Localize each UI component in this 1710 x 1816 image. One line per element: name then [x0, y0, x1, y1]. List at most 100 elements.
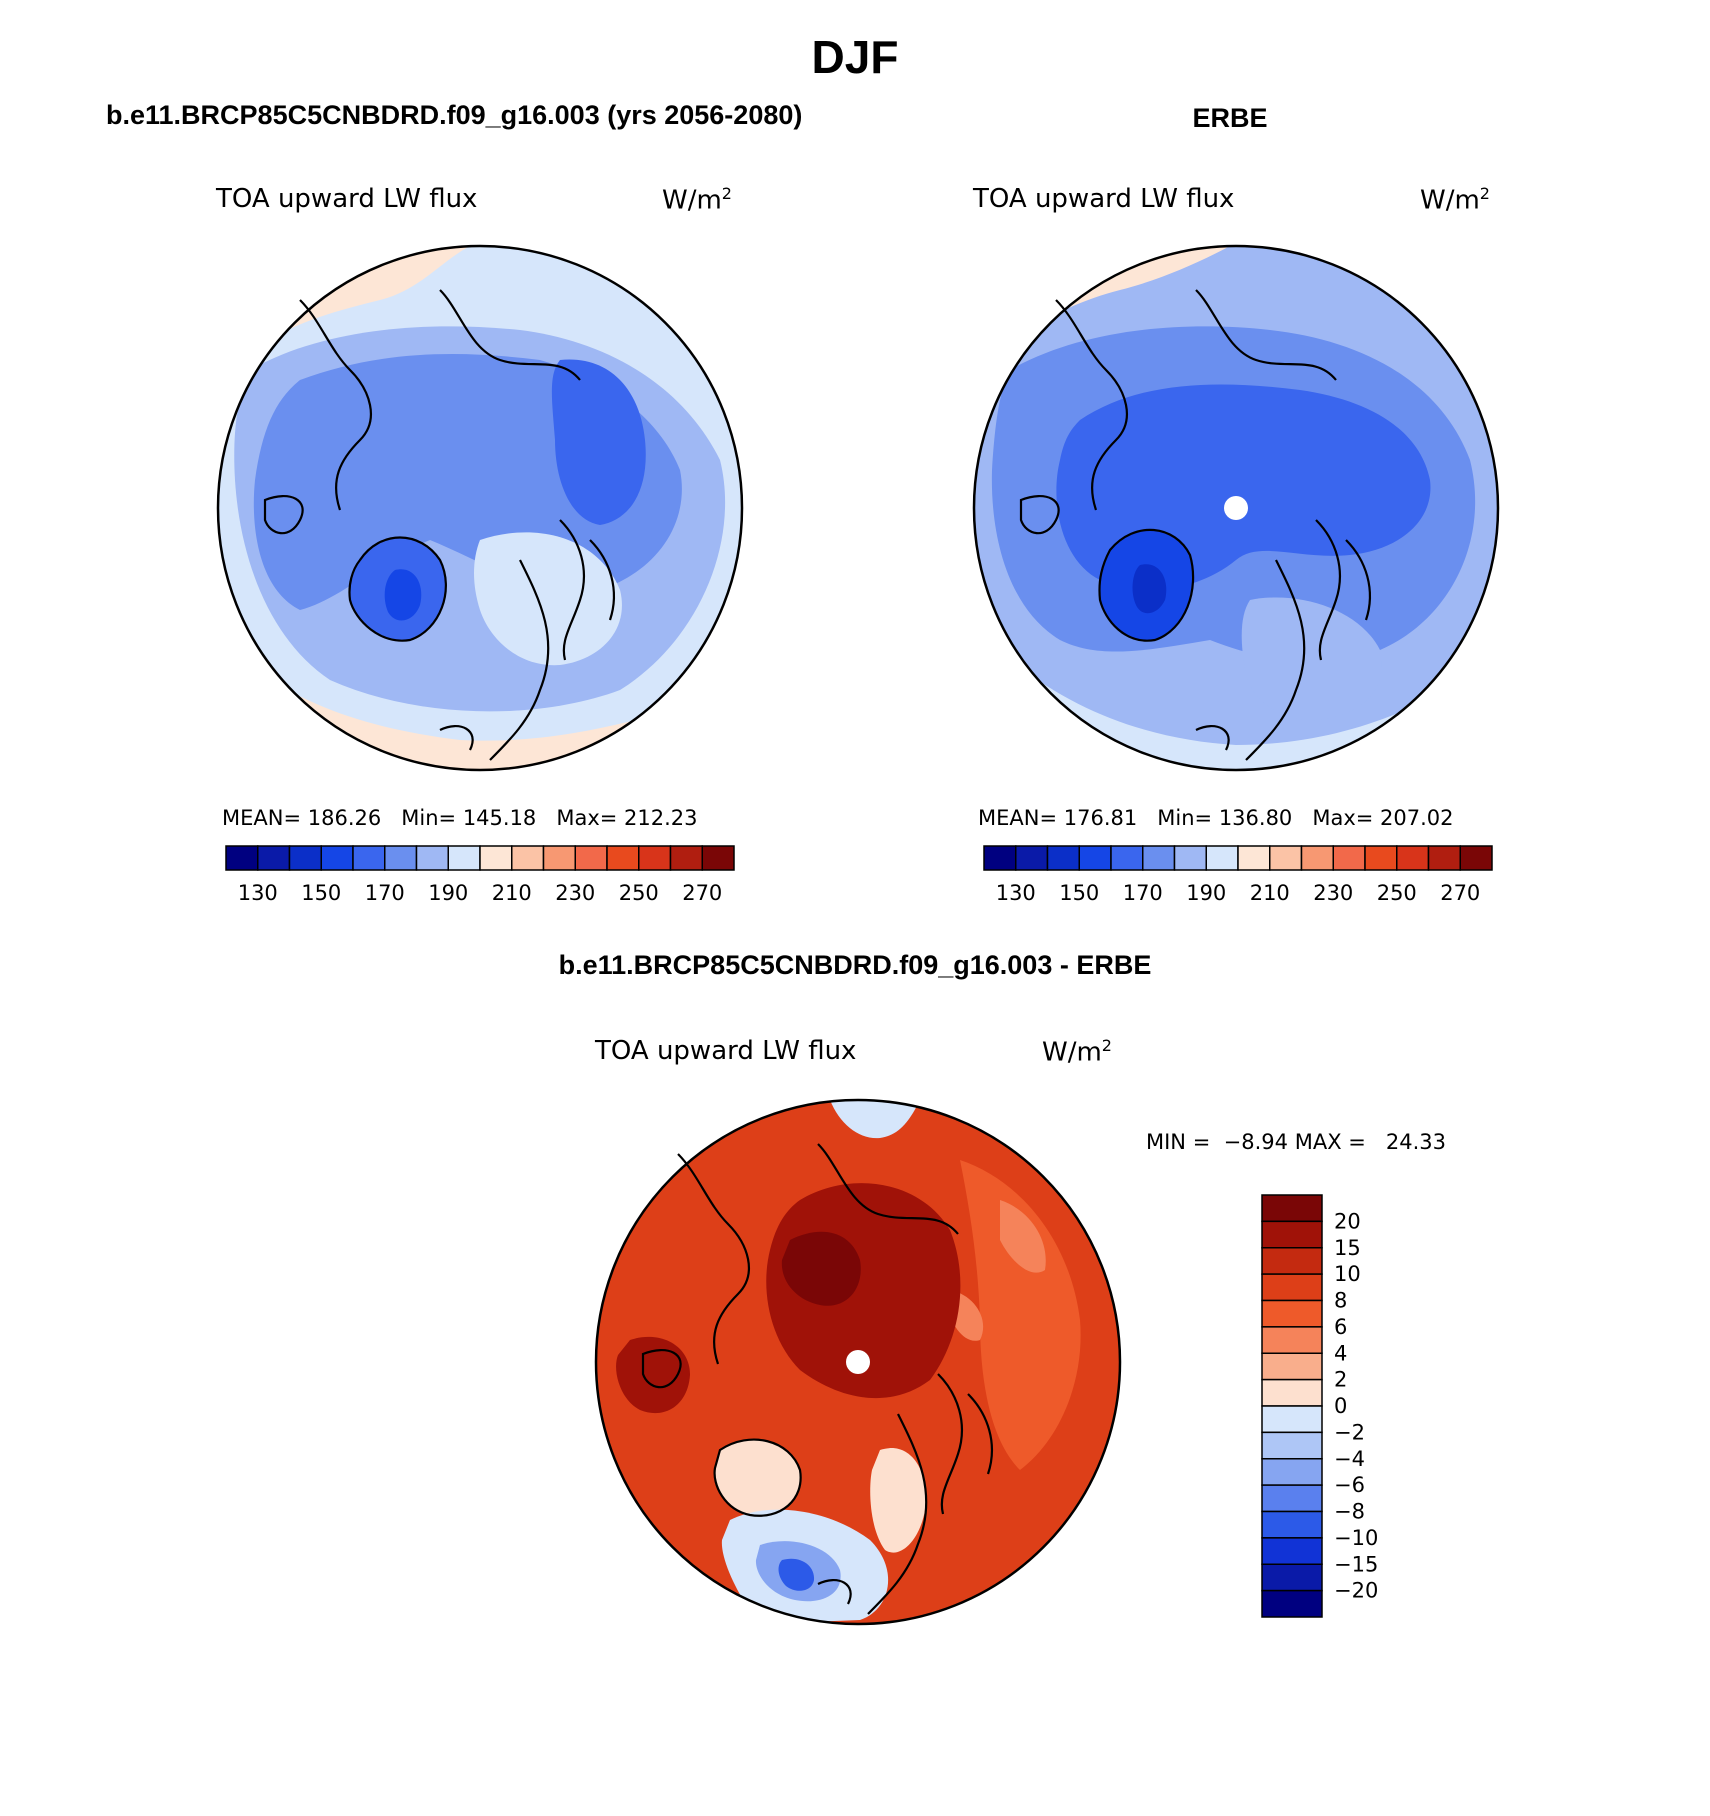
panel1-min-value: 145.18	[462, 806, 537, 830]
colorbar3-swatch	[1261, 1537, 1323, 1565]
map2-region-greenland-core	[1132, 564, 1167, 614]
map3-region-top-pale	[830, 1100, 920, 1139]
map1-border	[216, 244, 744, 772]
panel2-mean-value: 176.81	[1063, 806, 1138, 830]
colorbar2-swatch	[1173, 845, 1207, 871]
map3-border	[594, 1098, 1122, 1626]
map3	[594, 1098, 1122, 1626]
colorbar3-tick-label: −8	[1334, 1500, 1365, 1524]
panel2-title: ERBE	[1192, 103, 1268, 133]
panel1-max-label: Max=	[556, 806, 618, 830]
colorbar1-tick-label: 150	[301, 881, 341, 905]
colorbar2-tick-label: 210	[1250, 881, 1290, 905]
colorbar1-swatch	[638, 845, 672, 871]
map1	[216, 244, 744, 772]
colorbar1-swatch	[384, 845, 418, 871]
panel3-variable-label: TOA upward LW flux	[595, 1036, 857, 1066]
colorbar2-swatch	[1110, 845, 1144, 871]
colorbar3-swatch	[1261, 1326, 1323, 1354]
colorbar2-swatch	[1015, 845, 1049, 871]
map3-region-scandinavia-pale	[870, 1448, 926, 1553]
panel3-max-value: 24.33	[1385, 1130, 1447, 1154]
colorbar1-tick-label: 250	[619, 881, 659, 905]
colorbar3-swatch	[1261, 1247, 1323, 1275]
figure-title: DJF	[811, 31, 899, 83]
colorbar3-tick-label: 15	[1334, 1236, 1361, 1260]
colorbar2-swatch	[1046, 845, 1080, 871]
colorbar2-tick-label: 170	[1123, 881, 1163, 905]
colorbar2-swatch	[1459, 845, 1493, 871]
colorbar2-swatch	[1237, 845, 1271, 871]
colorbar2-tick-label: 250	[1377, 881, 1417, 905]
colorbar3-swatch	[1261, 1563, 1323, 1592]
colorbar2-swatch	[1332, 845, 1366, 871]
panel1-units-label: W/m2	[662, 184, 732, 216]
panel1-stats: MEAN= 186.26 Min= 145.18 Max= 212.23	[222, 806, 698, 830]
colorbar2-tick-label: 270	[1440, 881, 1480, 905]
colorbar3-tick-label: 2	[1334, 1368, 1347, 1392]
colorbar3-tick-label: 10	[1334, 1262, 1361, 1286]
map2-coastlines	[1019, 289, 1371, 761]
colorbar1-swatch	[479, 845, 513, 871]
colorbar3-swatch	[1261, 1431, 1323, 1460]
colorbar1-swatch	[606, 845, 640, 871]
colorbar-1: 130 150 170 190 210 230 250 270	[225, 845, 735, 905]
colorbar1-swatch	[320, 845, 354, 871]
panel3-units-label: W/m2	[1042, 1036, 1112, 1068]
map3-region-greenland-pale	[714, 1439, 801, 1516]
map2-region-atlantic	[1241, 597, 1382, 721]
colorbar2-tick-label: 150	[1059, 881, 1099, 905]
map1-region-greenland-core	[384, 569, 422, 621]
colorbar3-swatch	[1261, 1299, 1323, 1328]
panel3-min-label: MIN =	[1146, 1130, 1211, 1154]
colorbar3-swatch	[1261, 1273, 1323, 1302]
colorbar3-swatch	[1261, 1220, 1323, 1249]
colorbar2-swatch	[983, 845, 1017, 871]
panel2-max-value: 207.02	[1380, 806, 1454, 830]
colorbar3-swatch	[1261, 1484, 1323, 1513]
panel2-variable-label: TOA upward LW flux	[973, 184, 1235, 214]
colorbar3-swatch	[1261, 1352, 1323, 1381]
colorbar1-tick-label: 170	[365, 881, 405, 905]
colorbar3-tick-label: 20	[1334, 1209, 1361, 1233]
panel1-mean-value: 186.26	[307, 806, 382, 830]
panel3-title: b.e11.BRCP85C5CNBDRD.f09_g16.003 - ERBE	[558, 950, 1152, 980]
colorbar1-swatch	[225, 845, 259, 871]
colorbar1-swatch	[669, 845, 703, 871]
colorbar2-swatch	[1142, 845, 1176, 871]
colorbar1-swatch	[542, 845, 576, 871]
colorbar2-tick-label: 230	[1313, 881, 1353, 905]
colorbar-2: 130 150 170 190 210 230 250 270	[983, 845, 1493, 905]
colorbar3-tick-label: 6	[1334, 1315, 1347, 1339]
map3-region-cold-core	[778, 1558, 815, 1591]
colorbar2-swatch	[1364, 845, 1398, 871]
map1-coastlines	[263, 289, 615, 761]
map3-region-left-dark	[616, 1336, 690, 1414]
panel1-variable-label: TOA upward LW flux	[216, 184, 478, 214]
colorbar3-tick-label: 4	[1334, 1341, 1347, 1365]
colorbar3-swatch	[1261, 1589, 1323, 1618]
colorbar3-swatch	[1261, 1194, 1323, 1223]
colorbar3-tick-label: −10	[1334, 1526, 1378, 1550]
colorbar2-tick-label: 190	[1186, 881, 1226, 905]
panel2-min-value: 136.80	[1218, 806, 1293, 830]
colorbar1-swatch	[288, 845, 322, 871]
map3-coastlines	[641, 1143, 993, 1615]
colorbar2-swatch	[1269, 845, 1303, 871]
panel2-mean-label: MEAN=	[978, 806, 1058, 830]
colorbar2-tick-label: 130	[996, 881, 1036, 905]
colorbar2-swatch	[1396, 845, 1430, 871]
panel3-min-value: −8.94	[1223, 1130, 1289, 1154]
colorbar3-swatch	[1261, 1458, 1323, 1486]
panel2-max-label: Max=	[1312, 806, 1374, 830]
colorbar3-tick-label: −20	[1334, 1579, 1378, 1603]
colorbar3-swatch	[1261, 1378, 1323, 1407]
colorbar1-swatch	[701, 845, 735, 871]
colorbar2-swatch	[1205, 845, 1239, 871]
colorbar3-swatch	[1261, 1510, 1323, 1539]
colorbar1-tick-label: 190	[428, 881, 468, 905]
panel1-title: b.e11.BRCP85C5CNBDRD.f09_g16.003 (yrs 20…	[106, 100, 803, 130]
map3-pole-hole	[846, 1350, 870, 1374]
